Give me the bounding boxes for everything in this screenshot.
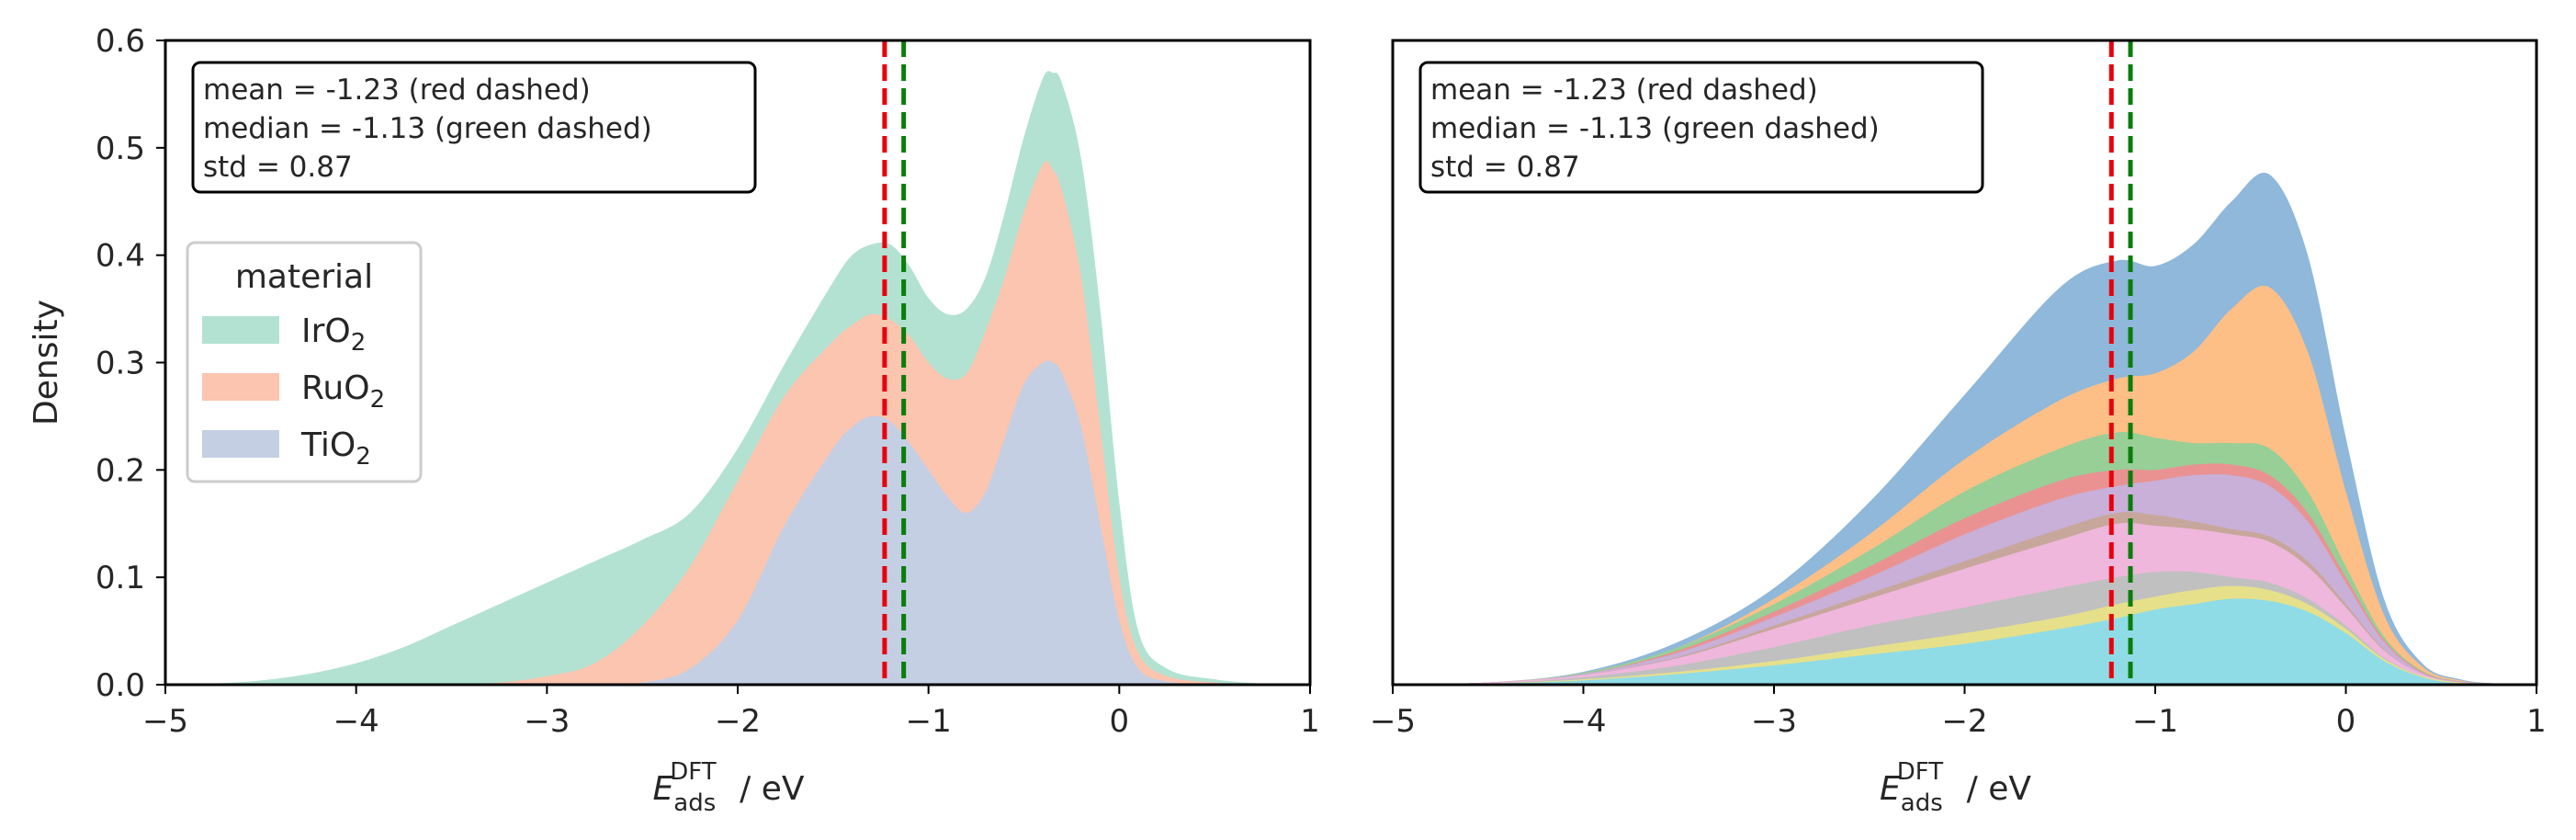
x-tick-label: −2 <box>1941 703 1987 740</box>
stats-annotation-line: mean = -1.23 (red dashed) <box>203 74 591 107</box>
y-tick-label: 0.6 <box>96 23 145 60</box>
plot-area <box>165 40 1310 685</box>
stats-annotation-box <box>1418 61 1984 194</box>
x-label-unit: / eV <box>729 770 805 808</box>
x-tick-label: −1 <box>2132 703 2178 740</box>
x-label-unit: / eV <box>1956 770 2031 808</box>
x-tick-label: −3 <box>1751 703 1797 740</box>
legend-label-iro2: IrO2 <box>301 312 366 357</box>
x-axis-label: Eads DFT / eV <box>653 758 805 817</box>
y-tick-label: 0.1 <box>96 560 145 596</box>
legend-title: material <box>235 258 373 296</box>
stats-annotation-box <box>191 61 757 194</box>
x-tick-label: 0 <box>2336 703 2356 740</box>
legend-label-tio2: TiO2 <box>300 426 371 471</box>
legend-label-ruo2: RuO2 <box>301 369 385 414</box>
y-tick-label: 0.2 <box>96 452 145 489</box>
y-tick-label: 0.5 <box>96 131 145 167</box>
legend-swatch-tio2 <box>202 430 279 458</box>
x-label-subscript: ads <box>1901 789 1943 817</box>
stats-annotation-line: mean = -1.23 (red dashed) <box>1430 74 1818 107</box>
x-label-symbol: E <box>1880 770 1901 808</box>
x-tick-label: −5 <box>142 703 188 740</box>
x-tick-label: −2 <box>715 703 761 740</box>
density-area-tio2 <box>165 360 1310 685</box>
y-tick-label: 0.4 <box>96 238 145 275</box>
left-panel-material-kde: −5 −4 −3 −2 −1 0 1 0.0 0.1 0.2 0.3 0.4 0.5 0.6 Density… <box>28 23 1320 817</box>
x-label-symbol: E <box>653 770 674 808</box>
plot-area <box>1393 40 2536 685</box>
x-tick-label: 1 <box>1300 703 1320 740</box>
x-tick-label: 1 <box>2526 703 2547 740</box>
right-panel-stacked-kde: −5 −4 −3 −2 −1 0 1 Eads DFT / eV mean = -1.23 (re… <box>1370 39 2547 817</box>
stats-annotation-line: std = 0.87 <box>1430 151 1580 184</box>
x-axis-label: Eads DFT / eV <box>1880 758 2031 817</box>
density-area-series-10 <box>1393 598 2536 685</box>
x-tick-label: −5 <box>1370 703 1416 740</box>
legend-swatch-ruo2 <box>202 373 279 401</box>
stats-annotation-line: std = 0.87 <box>203 151 353 184</box>
x-tick-label: −4 <box>1560 703 1606 740</box>
y-axis-label: Density <box>28 300 65 426</box>
x-label-superscript: DFT <box>670 758 717 786</box>
x-label-superscript: DFT <box>1897 758 1944 786</box>
legend-swatch-iro2 <box>202 316 279 344</box>
y-tick-label: 0.0 <box>96 667 145 704</box>
x-tick-label: 0 <box>1110 703 1130 740</box>
y-tick-label: 0.3 <box>96 346 145 382</box>
x-tick-label: −1 <box>906 703 952 740</box>
x-tick-label: −3 <box>524 703 570 740</box>
stats-annotation-line: median = -1.13 (green dashed) <box>203 112 652 145</box>
legend-box <box>186 241 423 483</box>
x-label-subscript: ads <box>673 789 716 817</box>
stats-annotation-line: median = -1.13 (green dashed) <box>1430 112 1880 145</box>
x-tick-label: −4 <box>333 703 379 740</box>
